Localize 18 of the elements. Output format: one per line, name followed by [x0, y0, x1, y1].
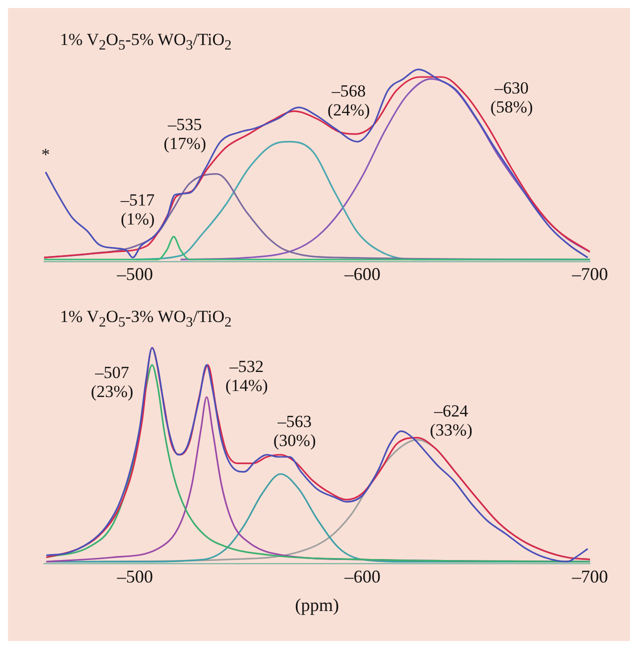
annotation: –507 (23%) — [90, 362, 134, 401]
x-axis-title: (ppm) — [295, 594, 339, 615]
x-tick-label: –700 — [571, 264, 608, 284]
x-tick-label: –700 — [571, 566, 608, 586]
x-tick-label: –600 — [344, 566, 380, 586]
annotation: * — [41, 145, 50, 164]
x-tick-label: –500 — [116, 264, 153, 284]
x-tick-label: –500 — [116, 566, 153, 586]
annotation: –517 (1%) — [120, 190, 156, 229]
chart-title: 1% V$_{2}$O$_{5}$-3% WO$_{3}$/TiO$_{2}$ — [60, 307, 233, 331]
annotation: –532 (14%) — [225, 356, 268, 395]
annotation: –568 (24%) — [327, 82, 370, 120]
annotation: –624 (33%) — [430, 402, 472, 440]
chart-title: 1% V$_{2}$O$_{5}$-5% WO$_{3}$/TiO$_{2}$ — [60, 30, 233, 54]
annotation: –563 (30%) — [273, 412, 316, 450]
x-tick-label: –600 — [344, 264, 380, 284]
annotation: –630 (58%) — [490, 78, 533, 116]
annotation: –535 (17%) — [164, 114, 206, 153]
